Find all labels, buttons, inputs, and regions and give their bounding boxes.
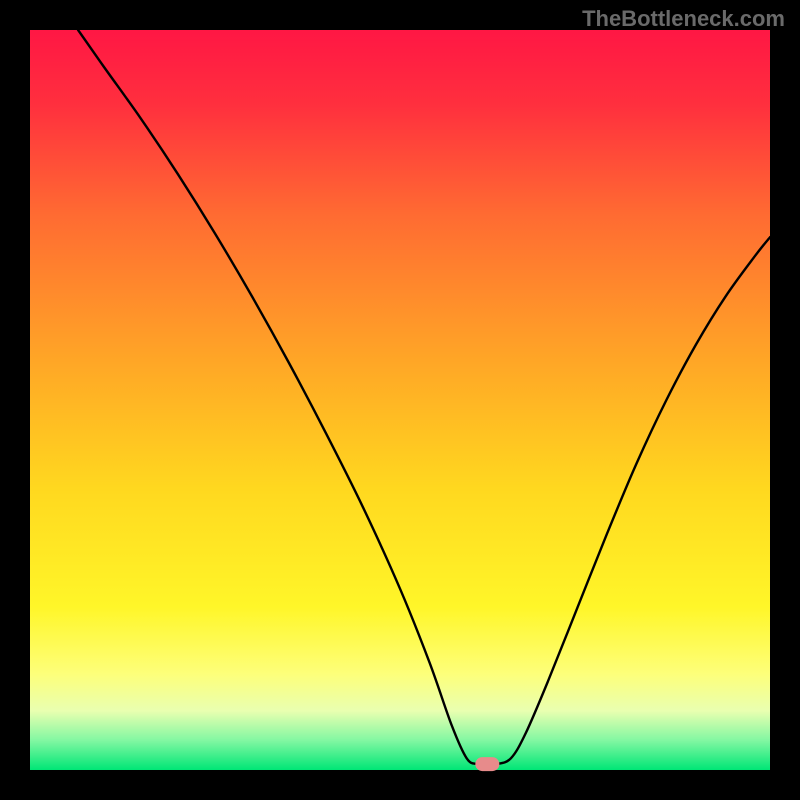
chart-background [30,30,770,770]
bottleneck-chart: TheBottleneck.com [0,0,800,800]
chart-svg [0,0,800,800]
watermark-text: TheBottleneck.com [582,6,785,32]
optimum-marker [475,757,499,771]
